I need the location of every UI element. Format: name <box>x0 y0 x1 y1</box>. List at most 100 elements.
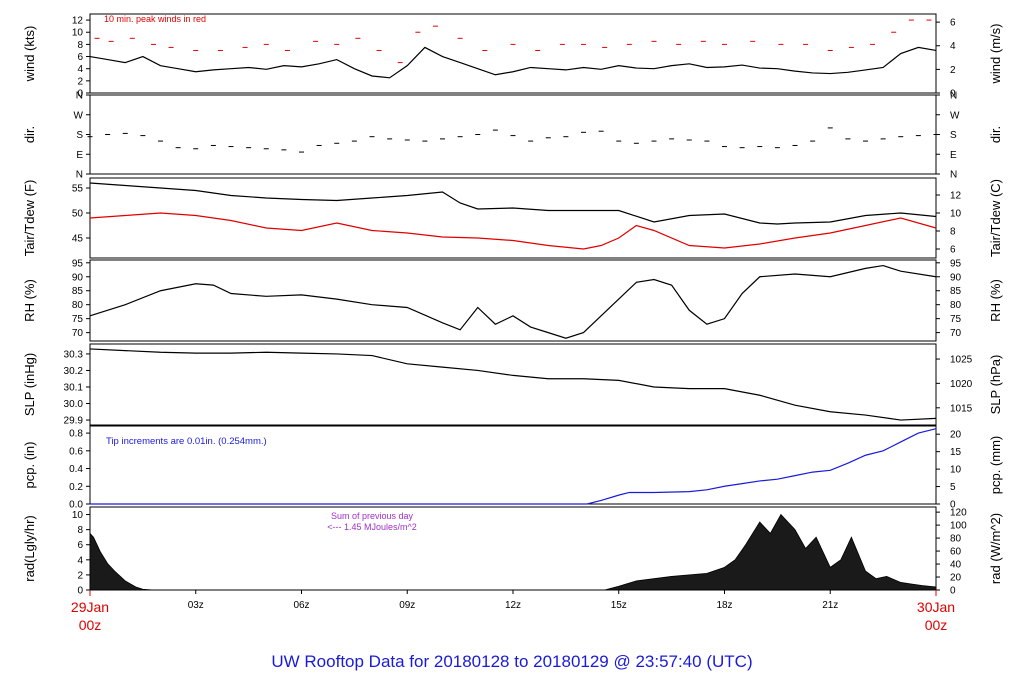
right-tick-label-dir: N <box>950 170 957 181</box>
ylabel-right-temp: Tair/Tdew (C) <box>988 179 1003 257</box>
right-tick-label-slp: 1025 <box>950 355 973 366</box>
ylabel-right-dir: dir. <box>988 126 1003 143</box>
right-tick-label-wind: 2 <box>950 65 956 76</box>
left-tick-label-wind: 8 <box>77 40 83 51</box>
left-tick-label-dir: E <box>76 150 83 161</box>
right-tick-label-wind: 0 <box>950 89 956 100</box>
right-tick-label-rh: 80 <box>950 300 962 311</box>
right-tick-label-rh: 85 <box>950 286 962 297</box>
left-tick-label-pcp: 0.8 <box>69 429 83 440</box>
left-tick-label-rh: 95 <box>72 258 84 269</box>
left-tick-label-temp: 50 <box>72 209 84 220</box>
right-tick-label-rh: 75 <box>950 314 962 325</box>
radiation-area-2 <box>604 513 937 591</box>
panel-temp: 45 50 55 6 8 10 12 Tair/Tdew (F) Tair/Tdew (C) <box>22 177 1003 259</box>
right-tick-label-rad: 40 <box>950 560 962 571</box>
left-tick-label-rad: 4 <box>77 555 83 566</box>
x-end-label: 30Jan <box>917 599 955 615</box>
panel-frame-rh <box>89 259 937 342</box>
right-tick-label-dir: E <box>950 150 957 161</box>
x-tick-label: 09z <box>399 600 415 611</box>
right-tick-label-pcp: 15 <box>950 447 962 458</box>
right-tick-label-pcp: 0 <box>950 500 956 511</box>
panel-frame-wind <box>89 13 937 94</box>
series-line-wind-wind <box>89 46 937 79</box>
annotation-wind: 10 min. peak winds in red <box>104 14 206 24</box>
x-tick-label: 03z <box>188 600 204 611</box>
panel-frame-slp <box>89 343 937 426</box>
left-tick-label-rh: 80 <box>72 300 84 311</box>
left-tick-label-temp: 55 <box>72 184 84 195</box>
ylabel-right-slp: SLP (hPa) <box>988 355 1003 415</box>
ylabel-right-rad: rad (W/m^2) <box>988 513 1003 584</box>
panel-rh: 70 75 80 85 90 95 70 75 80 85 90 95 RH (%) RH (%) <box>22 258 1003 342</box>
right-tick-label-dir: S <box>950 130 957 141</box>
x-start-label: 00z <box>79 617 102 633</box>
left-tick-label-rad: 6 <box>77 540 83 551</box>
right-tick-label-slp: 1020 <box>950 379 973 390</box>
left-tick-label-rh: 90 <box>72 272 84 283</box>
left-tick-label-slp: 30.0 <box>64 399 84 410</box>
left-tick-label-dir: S <box>76 130 83 141</box>
x-tick-label: 21z <box>822 600 838 611</box>
right-tick-label-temp: 12 <box>950 191 962 202</box>
series-line-rh-relative <box>89 264 937 339</box>
ylabel-left-rad: rad(Lgly/hr) <box>22 515 37 581</box>
left-tick-label-wind: 10 <box>72 28 84 39</box>
ylabel-right-rh: RH (%) <box>988 279 1003 322</box>
right-tick-label-rh: 90 <box>950 272 962 283</box>
left-tick-label-wind: 12 <box>72 16 84 27</box>
right-tick-label-temp: 10 <box>950 209 962 220</box>
right-tick-label-pcp: 20 <box>950 430 962 441</box>
x-tick-label: 18z <box>716 600 732 611</box>
x-axis: 03z 06z 09z 12z 15z 18z 21z 29Jan 00z 30Jan 00z <box>71 589 955 633</box>
x-tick-label: 12z <box>505 600 521 611</box>
panel-frame-dir <box>89 94 937 175</box>
x-tick-label: 15z <box>611 600 627 611</box>
series-line-slp-sea <box>89 348 937 421</box>
left-tick-label-rad: 0 <box>77 586 83 597</box>
ylabel-left-wind: wind (kts) <box>22 26 37 83</box>
right-tick-label-rad: 0 <box>950 586 956 597</box>
left-tick-label-dir: N <box>76 170 83 181</box>
annotation-rad: <--- 1.45 MJoules/m^2 <box>327 522 417 532</box>
right-tick-label-temp: 8 <box>950 227 956 238</box>
ylabel-left-rh: RH (%) <box>22 279 37 322</box>
left-tick-label-dir: W <box>74 110 84 121</box>
x-end-label: 00z <box>925 617 948 633</box>
right-tick-label-rad: 60 <box>950 547 962 558</box>
series-line-temp-tdew <box>89 212 937 250</box>
left-tick-label-rh: 75 <box>72 314 84 325</box>
ylabel-left-dir: dir. <box>22 126 37 143</box>
right-tick-label-rad: 20 <box>950 573 962 584</box>
left-tick-label-rad: 8 <box>77 525 83 536</box>
right-tick-label-pcp: 5 <box>950 482 956 493</box>
series-line-pcp-precipitation <box>90 428 937 505</box>
left-tick-label-rh: 70 <box>72 328 84 339</box>
right-tick-label-rad: 80 <box>950 534 962 545</box>
left-tick-label-dir: N <box>76 91 83 102</box>
right-tick-label-rh: 70 <box>950 328 962 339</box>
radiation-area-1 <box>89 532 154 591</box>
left-tick-label-slp: 30.2 <box>64 366 84 377</box>
footer-title: UW Rooftop Data for 20180128 to 20180129… <box>271 652 752 671</box>
right-tick-label-wind: 4 <box>950 41 956 52</box>
panel-pcp: 0.0 0.2 0.4 0.6 0.8 0 5 10 15 20 pcp. (in) pcp. (mm… <box>22 425 1003 511</box>
left-tick-label-rad: 10 <box>72 510 84 521</box>
left-tick-label-pcp: 0.4 <box>69 464 83 475</box>
ylabel-right-pcp: pcp. (mm) <box>988 436 1003 495</box>
left-tick-label-rad: 2 <box>77 570 83 581</box>
right-tick-label-pcp: 10 <box>950 465 962 476</box>
ylabel-left-slp: SLP (inHg) <box>22 353 37 416</box>
left-tick-label-slp: 29.9 <box>64 416 84 427</box>
panel-slp: 29.9 30.0 30.1 30.2 30.3 1015 1020 1025 SLP (inH… <box>22 343 1003 427</box>
left-tick-label-temp: 45 <box>72 234 84 245</box>
left-tick-label-wind: 4 <box>77 64 83 75</box>
x-start-label: 29Jan <box>71 599 109 615</box>
left-tick-label-pcp: 0.0 <box>69 500 83 511</box>
left-tick-label-wind: 2 <box>77 76 83 87</box>
